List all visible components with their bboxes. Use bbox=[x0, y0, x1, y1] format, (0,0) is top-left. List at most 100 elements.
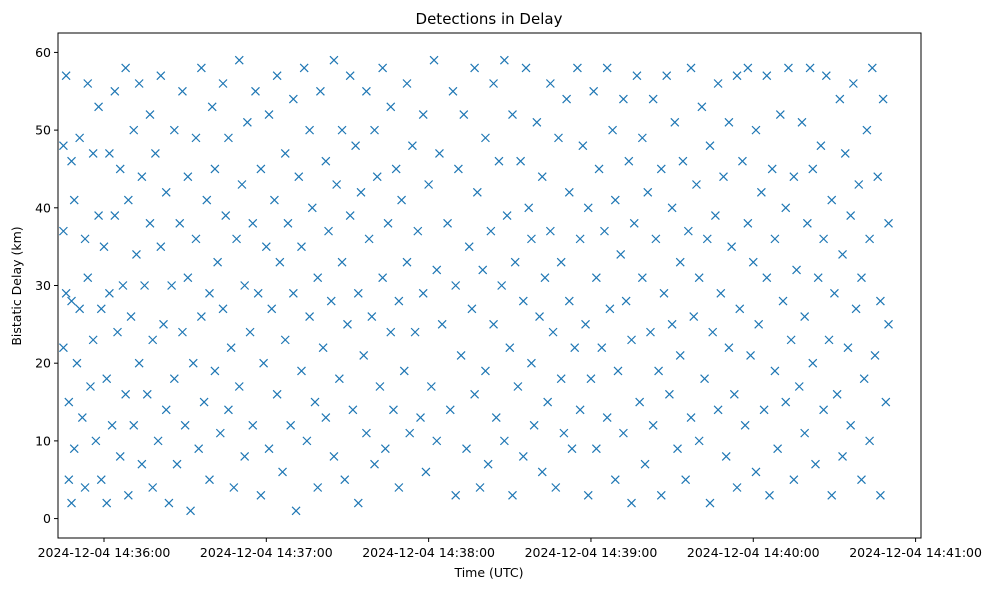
data-point bbox=[648, 94, 658, 104]
data-point bbox=[832, 389, 842, 399]
data-point bbox=[724, 117, 734, 127]
data-point bbox=[654, 366, 664, 376]
data-point bbox=[716, 288, 726, 298]
data-point bbox=[305, 312, 315, 322]
data-point bbox=[150, 148, 160, 158]
data-point bbox=[594, 164, 604, 174]
data-point bbox=[435, 148, 444, 158]
data-point bbox=[234, 55, 244, 65]
data-point bbox=[562, 94, 572, 104]
x-tick-label: 2024-12-04 14:38:00 bbox=[362, 545, 495, 560]
data-point bbox=[591, 273, 601, 283]
data-point bbox=[470, 389, 480, 399]
data-point bbox=[659, 288, 669, 298]
data-point bbox=[778, 296, 788, 306]
data-point bbox=[191, 133, 201, 143]
data-point bbox=[305, 125, 315, 135]
data-point bbox=[667, 203, 677, 213]
data-point bbox=[113, 327, 122, 337]
data-point bbox=[486, 226, 496, 236]
data-point bbox=[743, 63, 753, 73]
data-point bbox=[586, 374, 596, 384]
data-point bbox=[513, 382, 523, 391]
data-point bbox=[83, 273, 93, 283]
data-point bbox=[451, 490, 461, 500]
data-point bbox=[202, 195, 212, 205]
chart-title: Detections in Delay bbox=[416, 10, 563, 28]
data-point bbox=[432, 265, 442, 275]
data-point bbox=[824, 335, 834, 345]
data-point bbox=[721, 451, 731, 461]
data-point bbox=[224, 405, 233, 415]
data-point bbox=[337, 125, 347, 135]
data-point bbox=[313, 273, 323, 283]
data-point bbox=[180, 420, 190, 430]
data-point bbox=[572, 63, 582, 73]
data-point bbox=[467, 304, 477, 314]
data-point bbox=[545, 79, 555, 88]
data-point bbox=[337, 257, 347, 267]
data-point bbox=[394, 296, 404, 306]
data-point bbox=[64, 475, 74, 485]
data-point bbox=[708, 327, 718, 337]
data-point bbox=[251, 86, 260, 96]
data-point bbox=[332, 180, 342, 189]
data-point bbox=[121, 63, 131, 73]
data-point bbox=[226, 343, 236, 353]
data-point bbox=[729, 389, 739, 399]
data-point bbox=[418, 110, 428, 120]
data-point bbox=[318, 343, 328, 353]
data-point bbox=[481, 366, 490, 376]
data-point bbox=[207, 102, 217, 112]
data-point bbox=[397, 195, 407, 205]
data-point bbox=[129, 420, 139, 430]
data-point bbox=[405, 428, 415, 438]
data-point bbox=[819, 405, 829, 415]
data-point bbox=[724, 343, 734, 353]
data-point bbox=[648, 420, 658, 430]
data-point bbox=[102, 498, 112, 508]
y-tick-label: 40 bbox=[35, 200, 51, 215]
data-point bbox=[310, 397, 320, 407]
data-point bbox=[272, 389, 282, 399]
data-point bbox=[510, 257, 520, 267]
data-point bbox=[221, 211, 231, 221]
data-point bbox=[178, 327, 187, 337]
data-point bbox=[627, 335, 636, 345]
data-point bbox=[870, 350, 880, 360]
data-point bbox=[104, 288, 114, 298]
data-point bbox=[148, 483, 158, 492]
data-point bbox=[475, 483, 485, 492]
data-point bbox=[88, 148, 98, 158]
data-point bbox=[169, 374, 179, 384]
data-point bbox=[543, 397, 553, 407]
data-point bbox=[527, 234, 536, 244]
data-point bbox=[199, 397, 209, 407]
data-point bbox=[637, 273, 647, 283]
data-point bbox=[516, 156, 526, 166]
data-point bbox=[210, 164, 220, 174]
data-point bbox=[132, 249, 141, 259]
data-point bbox=[843, 343, 853, 353]
data-point bbox=[600, 226, 609, 236]
data-point bbox=[210, 366, 220, 376]
data-point bbox=[278, 467, 287, 477]
data-point bbox=[640, 459, 650, 469]
data-point bbox=[361, 86, 371, 96]
data-point bbox=[575, 234, 585, 244]
data-point bbox=[575, 405, 585, 415]
data-point bbox=[351, 141, 361, 151]
data-point bbox=[499, 55, 509, 65]
data-point bbox=[686, 413, 696, 423]
data-point bbox=[134, 79, 144, 88]
data-point bbox=[564, 187, 574, 197]
data-point bbox=[256, 490, 266, 500]
data-point bbox=[196, 63, 206, 73]
data-point bbox=[529, 420, 539, 430]
y-tick-label: 50 bbox=[35, 123, 51, 138]
data-point bbox=[827, 195, 837, 205]
data-point bbox=[578, 141, 588, 151]
data-point bbox=[681, 475, 691, 485]
data-point bbox=[240, 281, 250, 290]
data-point bbox=[386, 102, 396, 112]
